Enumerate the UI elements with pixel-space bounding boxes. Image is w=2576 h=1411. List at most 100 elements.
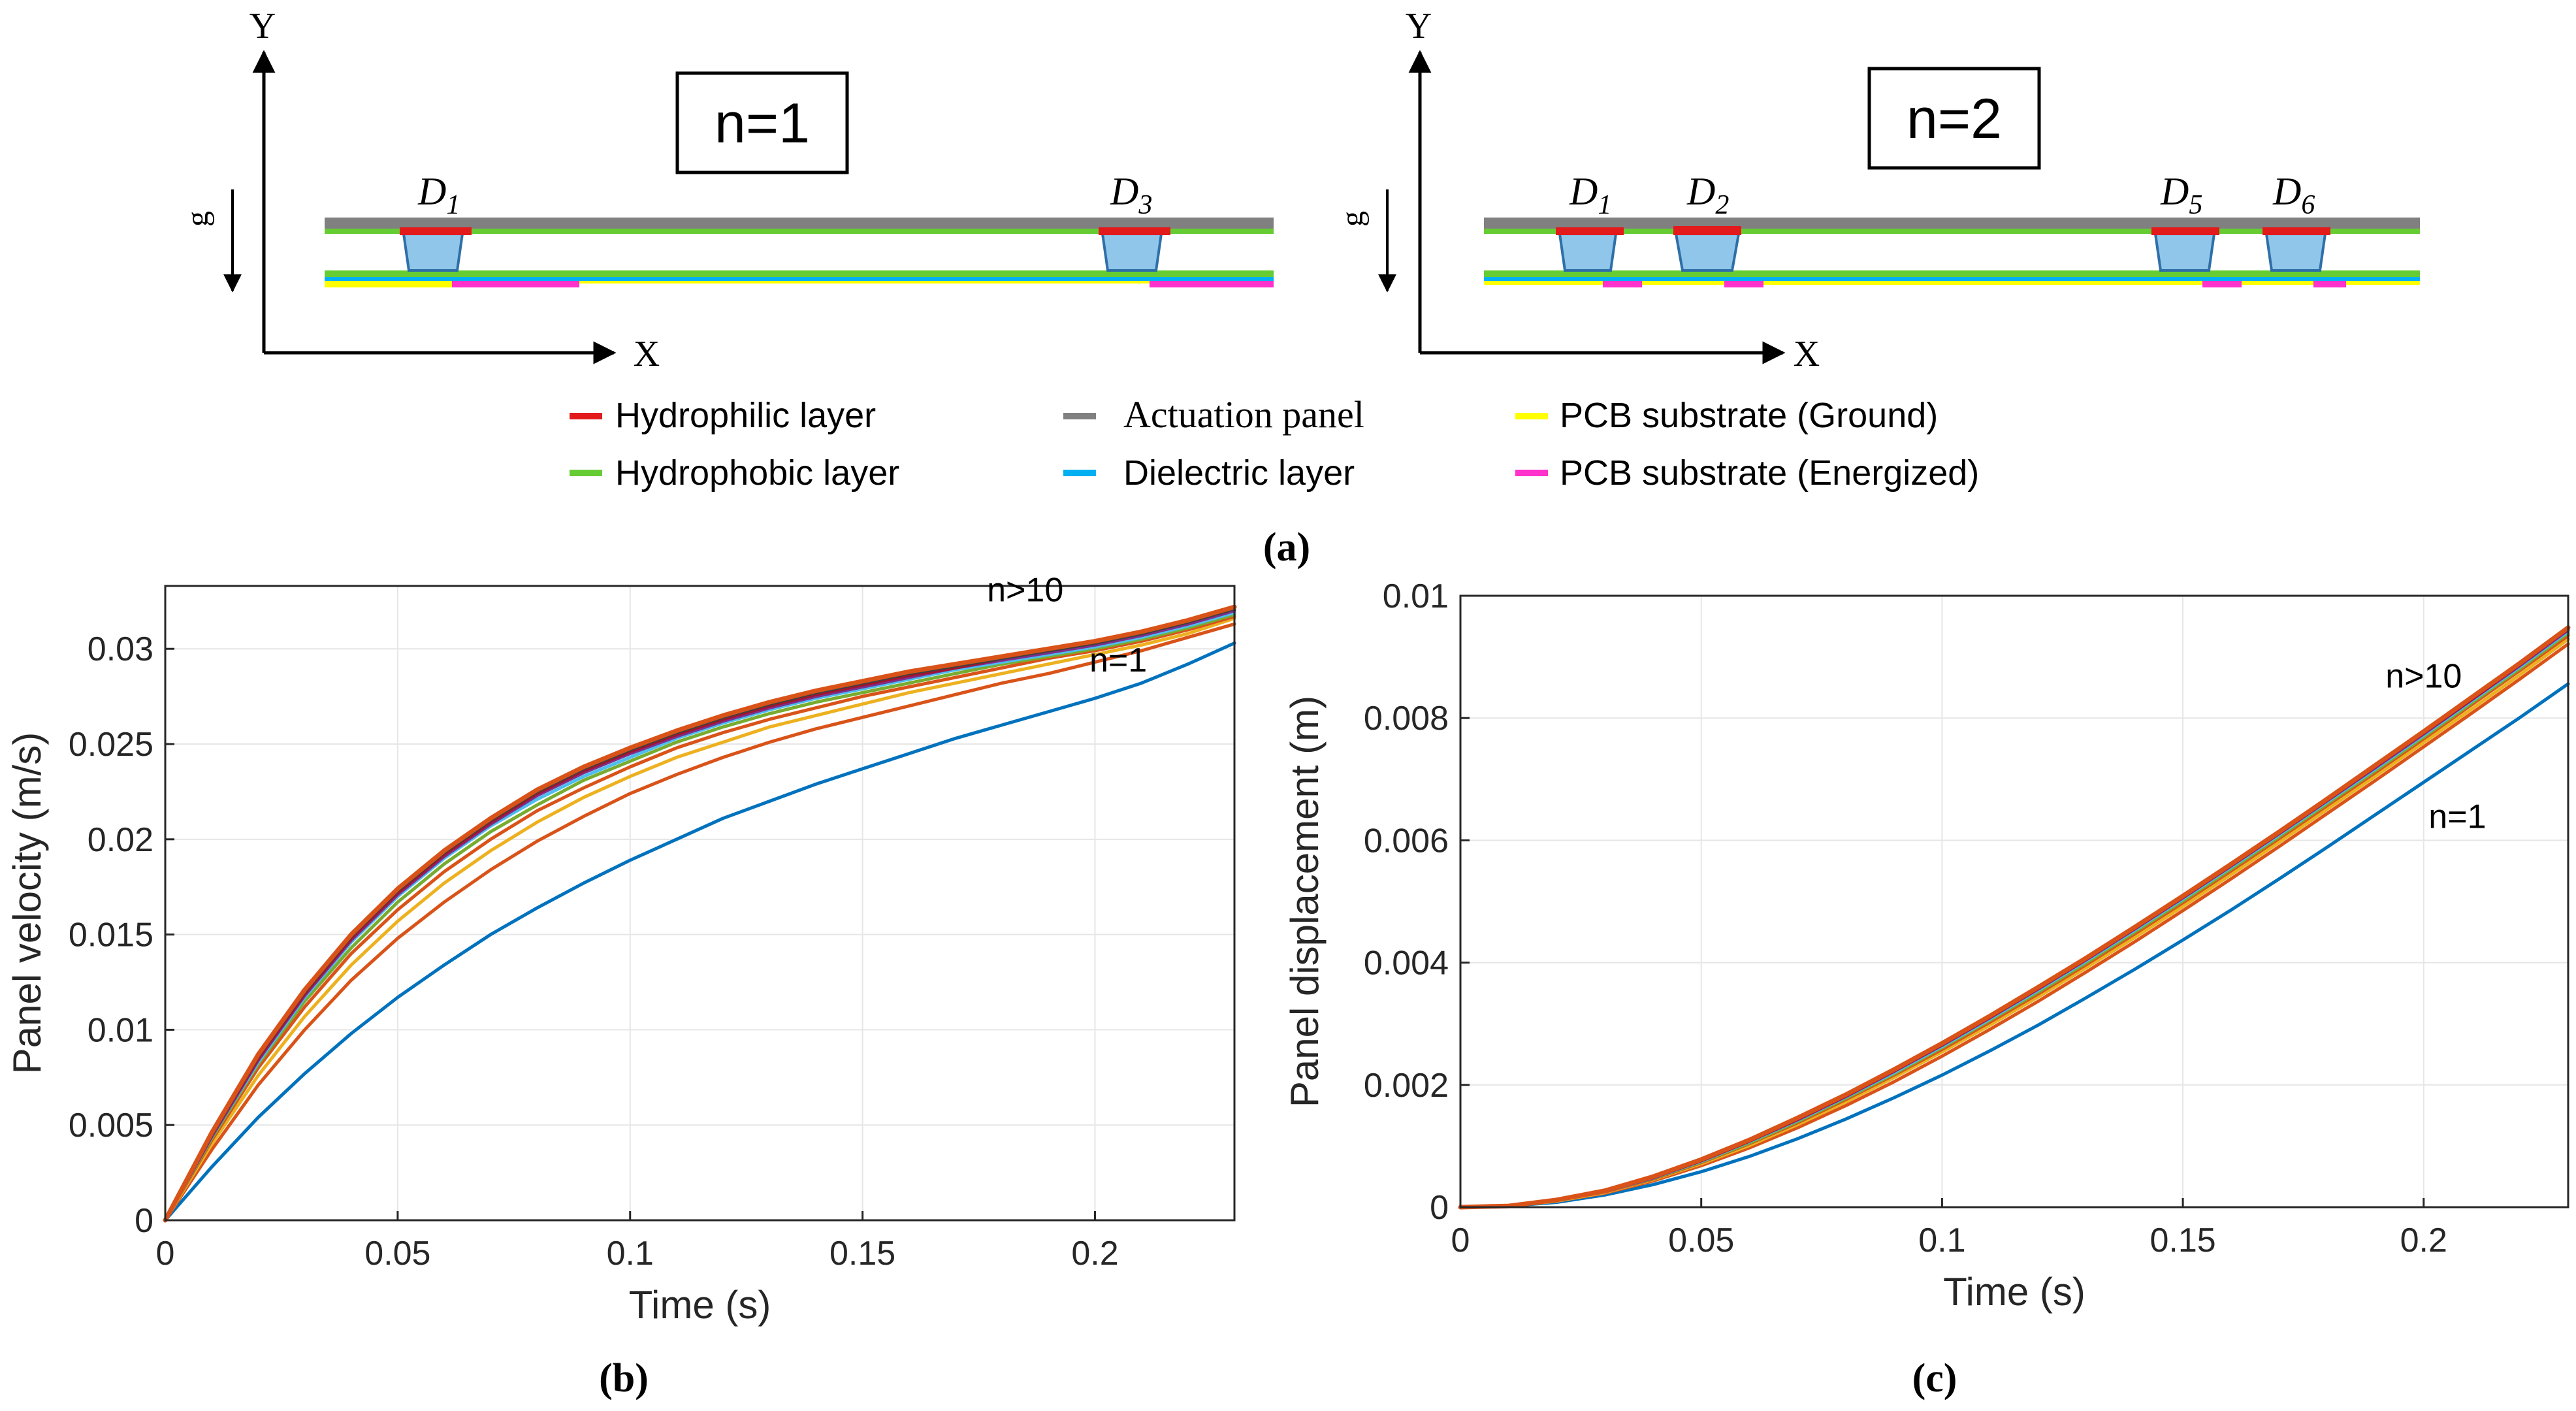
series-line-n1 bbox=[163, 641, 1236, 1222]
schematic-panel-n1: Y X g n=1 D1 D3 bbox=[180, 6, 1274, 374]
droplet bbox=[1558, 233, 1618, 272]
top-hydrophobic-layer bbox=[325, 229, 1274, 234]
n-label-box bbox=[1867, 67, 2041, 170]
y-tick-label: 0.015 bbox=[69, 916, 153, 954]
y-tick-label: 0.004 bbox=[1364, 945, 1449, 982]
schematic-legend: Hydrophilic layer Actuation panel PCB su… bbox=[570, 393, 1979, 493]
y-axis-label: Y bbox=[250, 6, 276, 46]
x-axis-title: Time (s) bbox=[1943, 1270, 2085, 1314]
droplet-label: D2 bbox=[1686, 170, 1729, 220]
series-line-n4 bbox=[163, 615, 1236, 1222]
pcb-energized-segment bbox=[2202, 281, 2242, 287]
hydrophilic-patch bbox=[1099, 227, 1170, 235]
x-tick-label: 0.05 bbox=[1668, 1222, 1734, 1259]
x-tick-label: 0 bbox=[156, 1235, 175, 1273]
series-line-ngt10 bbox=[163, 604, 1237, 1223]
legend-label: Dielectric layer bbox=[1123, 453, 1355, 493]
plot-area bbox=[165, 586, 1234, 1220]
y-tick-label: 0.006 bbox=[1364, 822, 1449, 860]
pcb-energized-segment bbox=[452, 281, 579, 287]
hydrophilic-patch bbox=[2262, 227, 2330, 235]
bottom-hydrophobic-layer bbox=[1484, 270, 2420, 277]
dielectric-layer bbox=[325, 277, 1274, 281]
axes-frame bbox=[164, 585, 1236, 1222]
x-axis-label: X bbox=[634, 334, 660, 374]
legend-label: Actuation panel bbox=[1123, 393, 1364, 436]
y-tick-label: 0.008 bbox=[1364, 700, 1449, 738]
legend-item-pcb-energized: PCB substrate (Energized) bbox=[1515, 453, 1979, 493]
droplet bbox=[1101, 233, 1163, 272]
x-tick-label: 0.1 bbox=[607, 1235, 654, 1273]
panel-label-c: (c) bbox=[1912, 1356, 1957, 1401]
dielectric-layer bbox=[1484, 277, 2420, 281]
droplet-label: D1 bbox=[417, 170, 460, 220]
y-tick-label: 0.002 bbox=[1364, 1067, 1449, 1105]
annotation-label: n>10 bbox=[987, 571, 1063, 609]
legend-item-hydrophilic: Hydrophilic layer bbox=[570, 396, 876, 435]
panel-label-a: (a) bbox=[1263, 525, 1310, 570]
displacement-chart: 0 0.05 0.1 0.15 0.2 0 0.002 0.004 0.006 0.008 0.01… bbox=[1283, 577, 2571, 1314]
legend-label: PCB substrate (Energized) bbox=[1560, 453, 1979, 493]
legend-item-actuation-panel: Actuation panel bbox=[1063, 393, 1364, 436]
y-tick-label: 0 bbox=[1430, 1189, 1449, 1227]
x-tick-label: 0.2 bbox=[2400, 1222, 2447, 1259]
droplet-label: D3 bbox=[1110, 170, 1152, 220]
pcb-energized-segment bbox=[1603, 281, 1642, 287]
hydrophilic-patch bbox=[1556, 227, 1624, 235]
y-tick-label: 0.02 bbox=[88, 821, 153, 859]
actuation-panel bbox=[1484, 218, 2420, 229]
legend-label: PCB substrate (Ground) bbox=[1560, 396, 1938, 435]
y-tick-label: 0.01 bbox=[88, 1011, 153, 1049]
y-tick-label: 0.005 bbox=[69, 1107, 153, 1144]
n-label: n=1 bbox=[715, 92, 810, 155]
legend-label: Hydrophilic layer bbox=[615, 396, 876, 435]
axes-frame bbox=[1459, 594, 2569, 1208]
hydrophilic-patch bbox=[400, 227, 472, 235]
droplet bbox=[402, 233, 464, 272]
y-tick-label: 0.025 bbox=[69, 726, 153, 764]
legend-item-pcb-ground: PCB substrate (Ground) bbox=[1515, 396, 1938, 435]
plot-area bbox=[1460, 596, 2568, 1207]
series-line-n1 bbox=[1458, 682, 2570, 1209]
n-label: n=2 bbox=[1907, 88, 2002, 150]
droplet-label: D6 bbox=[2272, 170, 2315, 220]
y-tick-label: 0 bbox=[135, 1202, 153, 1240]
annotation-label: n=1 bbox=[2428, 798, 2486, 836]
droplet-label: D5 bbox=[2160, 170, 2202, 220]
legend-label: Hydrophobic layer bbox=[615, 453, 899, 493]
x-tick-label: 0.15 bbox=[829, 1235, 895, 1273]
x-axis-title: Time (s) bbox=[629, 1283, 771, 1327]
droplet bbox=[2153, 233, 2216, 272]
droplet bbox=[2264, 233, 2327, 272]
y-tick-label: 0.03 bbox=[88, 630, 153, 668]
panel-label-b: (b) bbox=[599, 1356, 649, 1401]
series-line-ngt10 bbox=[1458, 625, 2571, 1210]
pcb-ground-segment bbox=[579, 281, 1150, 284]
pcb-ground-segment bbox=[325, 281, 452, 287]
y-axis-title: Panel velocity (m/s) bbox=[5, 732, 49, 1074]
hydrophilic-patch bbox=[1673, 226, 1741, 235]
n-label-box bbox=[675, 71, 849, 174]
x-tick-label: 0.15 bbox=[2149, 1222, 2215, 1259]
bottom-hydrophobic-layer bbox=[325, 270, 1274, 277]
pcb-ground-segment bbox=[1484, 281, 2420, 285]
x-tick-label: 0.1 bbox=[1918, 1222, 1965, 1259]
schematic-panel-n2: Y X g n=2 D1 D2 D5 D6 bbox=[1335, 6, 2420, 374]
actuation-panel bbox=[325, 218, 1274, 229]
legend-item-dielectric: Dielectric layer bbox=[1063, 453, 1355, 493]
velocity-chart: 0 0.05 0.1 0.15 0.2 0 0.005 0.01 0.015 0.02 0.025 0… bbox=[5, 571, 1237, 1327]
x-tick-label: 0.2 bbox=[1071, 1235, 1118, 1273]
annotation-label: n>10 bbox=[2385, 657, 2462, 695]
series-line-n3 bbox=[163, 617, 1236, 1222]
x-tick-label: 0 bbox=[1451, 1222, 1470, 1259]
droplet-label: D1 bbox=[1569, 170, 1611, 220]
annotation-label: n=1 bbox=[1089, 641, 1147, 679]
hydrophilic-patch bbox=[2151, 227, 2219, 235]
pcb-energized-segment bbox=[1724, 281, 1763, 287]
pcb-energized-segment bbox=[2313, 281, 2346, 287]
y-axis-title: Panel displacement (m) bbox=[1283, 696, 1327, 1107]
y-axis-label: Y bbox=[1406, 6, 1432, 46]
gravity-label: g bbox=[180, 211, 215, 227]
top-hydrophobic-layer bbox=[1484, 229, 2420, 234]
